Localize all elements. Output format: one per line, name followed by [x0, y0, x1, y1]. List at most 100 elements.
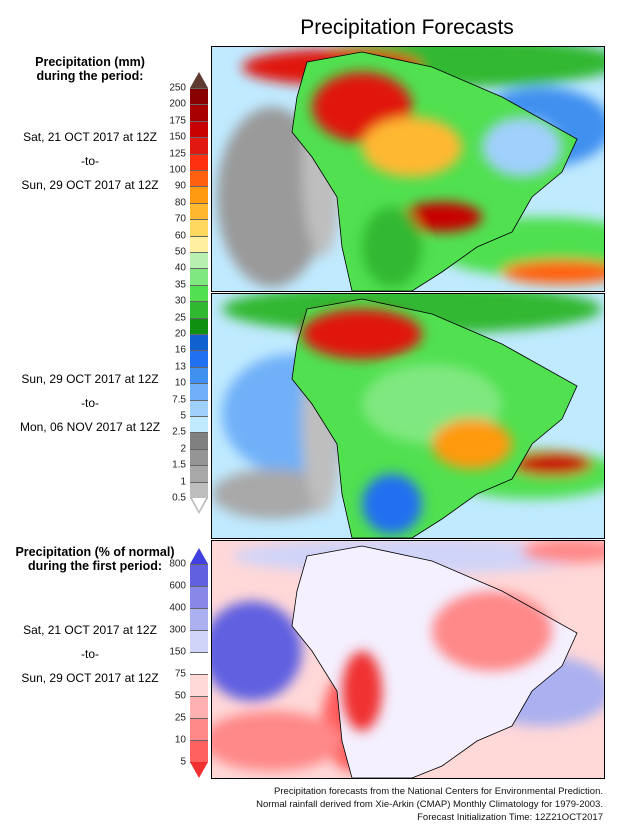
colorbar-tick-label: 10: [174, 734, 186, 746]
colorbar-tick-label: 125: [169, 148, 186, 160]
header-line: during the first period:: [27, 559, 163, 573]
period-sep: -to-: [81, 396, 99, 410]
colorbar-bin: [190, 268, 208, 286]
map-percent-normal: [211, 540, 605, 779]
period2-dates: Sun, 29 OCT 2017 at 12Z -to- Mon, 06 NOV…: [0, 372, 180, 434]
period-start: Sat, 21 OCT 2017 at 12Z: [23, 130, 157, 144]
header-line: during the period:: [36, 69, 144, 83]
colorbar-bin: [190, 608, 208, 631]
map-precip-period2: [211, 293, 605, 539]
colorbar-bin: [190, 104, 208, 122]
period3-dates: Sat, 21 OCT 2017 at 12Z -to- Sun, 29 OCT…: [0, 623, 180, 685]
colorbar-bin: [190, 252, 208, 270]
colorbar-tick-label: 10: [174, 377, 186, 389]
colorbar-tick-label: 400: [169, 602, 186, 614]
footer-notes: Precipitation forecasts from the Nationa…: [256, 785, 603, 824]
page-title: Precipitation Forecasts: [300, 16, 514, 39]
colorbar-bin: [190, 317, 208, 335]
colorbar-bin: [190, 202, 208, 221]
colorbar-bin: [190, 740, 208, 763]
pct-header: Precipitation (% of normal) during the f…: [0, 545, 190, 573]
colorbar-tick-label: 50: [174, 246, 186, 258]
header-line: Precipitation (mm): [35, 55, 145, 69]
colorbar-bin: [190, 170, 208, 188]
colorbar-tick-label: 250: [169, 82, 186, 94]
period-end: Mon, 06 NOV 2017 at 12Z: [19, 420, 161, 434]
colorbar-top-arrow: [190, 548, 208, 564]
colorbar-bin: [190, 350, 208, 368]
colorbar-tick-label: 150: [169, 646, 186, 658]
colorbar-bin: [190, 448, 208, 467]
colorbar-tick-label: 30: [174, 295, 186, 307]
period-start: Sat, 21 OCT 2017 at 12Z: [23, 623, 157, 637]
period-sep: -to-: [81, 647, 99, 661]
colorbar-tick-label: 5: [180, 756, 186, 768]
colorbar-tick-label: 600: [169, 580, 186, 592]
colorbar-tick-label: 80: [174, 197, 186, 209]
colorbar-tick-label: 90: [174, 180, 186, 192]
colorbar-tick-label: 0.5: [172, 492, 186, 504]
colorbar-tick-label: 100: [169, 164, 186, 176]
colorbar-tick-label: 35: [174, 279, 186, 291]
colorbar-bin: [190, 235, 208, 253]
colorbar-tick-label: 1: [180, 476, 186, 488]
colorbar-tick-label: 25: [174, 312, 186, 324]
header-line: Precipitation (% of normal): [15, 545, 175, 559]
colorbar-tick-label: 1.5: [172, 459, 186, 471]
footer-line: Precipitation forecasts from the Nationa…: [274, 786, 603, 797]
colorbar-tick-label: 70: [174, 213, 186, 225]
colorbar-bin: [190, 399, 208, 417]
colorbar-bin: [190, 465, 208, 483]
colorbar-bottom-arrow-fill: [192, 498, 206, 511]
colorbar-percent: [190, 548, 208, 778]
colorbar-tick-label: 50: [174, 690, 186, 702]
colorbar-bin: [190, 481, 208, 499]
footer-line: Normal rainfall derived from Xie-Arkin (…: [256, 799, 603, 810]
colorbar-tick-label: 300: [169, 624, 186, 636]
colorbar-tick-label: 2: [180, 443, 186, 455]
colorbar-bin: [190, 301, 208, 319]
colorbar-tick-label: 2.5: [172, 426, 186, 438]
colorbar-tick-label: 5: [180, 410, 186, 422]
colorbar-bin: [190, 186, 208, 204]
colorbar-tick-label: 40: [174, 262, 186, 274]
colorbar-bin: [190, 88, 208, 106]
colorbar-bin: [190, 586, 208, 609]
period-start: Sun, 29 OCT 2017 at 12Z: [21, 372, 159, 386]
colorbar-tick-label: 20: [174, 328, 186, 340]
colorbar-percent-ticks: 800 600 400 300 150 75 50 25 10 5: [150, 548, 186, 778]
colorbar-tick-label: 13: [174, 361, 186, 373]
colorbar-top-arrow: [190, 72, 208, 88]
colorbar-bottom-arrow: [190, 762, 208, 778]
colorbar-bin: [190, 564, 208, 587]
colorbar-bin: [190, 696, 208, 719]
period1-header: Precipitation (mm) during the period:: [0, 55, 180, 83]
colorbar-bin: [190, 366, 208, 385]
colorbar-bin: [190, 652, 208, 675]
colorbar-bin: [190, 630, 208, 653]
colorbar-tick-label: 800: [169, 558, 186, 570]
colorbar-bin: [190, 432, 208, 450]
colorbar-bin: [190, 153, 208, 171]
footer-line: Forecast Initialization Time: 12Z21OCT20…: [417, 812, 603, 823]
colorbar-mm: [190, 72, 208, 514]
colorbar-tick-label: 25: [174, 712, 186, 724]
colorbar-tick-label: 175: [169, 115, 186, 127]
colorbar-bin: [190, 284, 208, 303]
colorbar-tick-label: 75: [174, 668, 186, 680]
colorbar-bin: [190, 120, 208, 139]
colorbar-tick-label: 150: [169, 131, 186, 143]
colorbar-tick-label: 60: [174, 230, 186, 242]
colorbar-mm-ticks: 250 200 175 150 125 100 90 80 70 60 50 40 35 30 25 20 16…: [150, 72, 186, 514]
colorbar-bin: [190, 674, 208, 697]
colorbar-bin: [190, 334, 208, 352]
colorbar-bin: [190, 383, 208, 401]
period-end: Sun, 29 OCT 2017 at 12Z: [21, 671, 159, 685]
period-end: Sun, 29 OCT 2017 at 12Z: [21, 178, 159, 192]
colorbar-bin: [190, 219, 208, 237]
colorbar-bin: [190, 718, 208, 741]
colorbar-bin: [190, 137, 208, 155]
colorbar-tick-label: 7.5: [172, 394, 186, 406]
period-sep: -to-: [81, 154, 99, 168]
colorbar-tick-label: 200: [169, 98, 186, 110]
